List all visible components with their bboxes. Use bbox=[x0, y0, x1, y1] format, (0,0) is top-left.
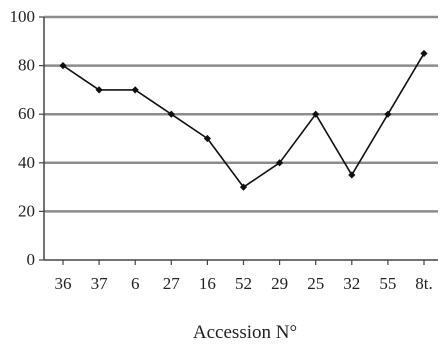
series-line-0 bbox=[62, 53, 425, 188]
y-tick-label: 80 bbox=[18, 56, 35, 75]
data-point-52 bbox=[239, 183, 248, 191]
x-tick-label: 37 bbox=[91, 274, 109, 293]
x-tick-label: 29 bbox=[271, 274, 288, 293]
y-tick-label: 100 bbox=[10, 7, 36, 26]
data-point-55 bbox=[384, 110, 392, 118]
data-point-36 bbox=[59, 62, 67, 70]
data-point-27 bbox=[167, 110, 175, 118]
x-axis-title: Accession N° bbox=[193, 322, 297, 343]
x-tick-labels: 36 37 6 27 16 52 29 25 32 55 8t. bbox=[55, 274, 433, 293]
x-tick-label: 16 bbox=[199, 274, 216, 293]
y-tick-labels: 0 20 40 60 80 100 bbox=[10, 7, 36, 269]
x-tick-label: 8t. bbox=[415, 274, 432, 293]
data-point-16 bbox=[203, 134, 211, 143]
data-point-37 bbox=[95, 86, 103, 94]
y-tick-label: 40 bbox=[18, 153, 35, 172]
data-point-8t. bbox=[420, 49, 428, 58]
grid-lines bbox=[44, 15, 438, 213]
data-point-25 bbox=[312, 110, 320, 118]
y-tick-label: 0 bbox=[27, 250, 36, 269]
series-points bbox=[59, 49, 428, 191]
x-tick-label: 27 bbox=[163, 274, 181, 293]
y-tick-label: 20 bbox=[18, 201, 35, 220]
y-tick-label: 60 bbox=[18, 104, 35, 123]
x-tick-label: 6 bbox=[131, 274, 140, 293]
x-tick-label: 36 bbox=[55, 274, 72, 293]
x-tick-label: 52 bbox=[235, 274, 252, 293]
x-tick-label: 25 bbox=[307, 274, 324, 293]
data-point-6 bbox=[131, 86, 139, 94]
x-tick-label: 55 bbox=[379, 274, 396, 293]
data-point-29 bbox=[276, 159, 284, 167]
series-line bbox=[62, 53, 425, 188]
x-tick-label: 32 bbox=[343, 274, 360, 293]
axes bbox=[39, 16, 438, 265]
data-point-32 bbox=[348, 171, 356, 179]
